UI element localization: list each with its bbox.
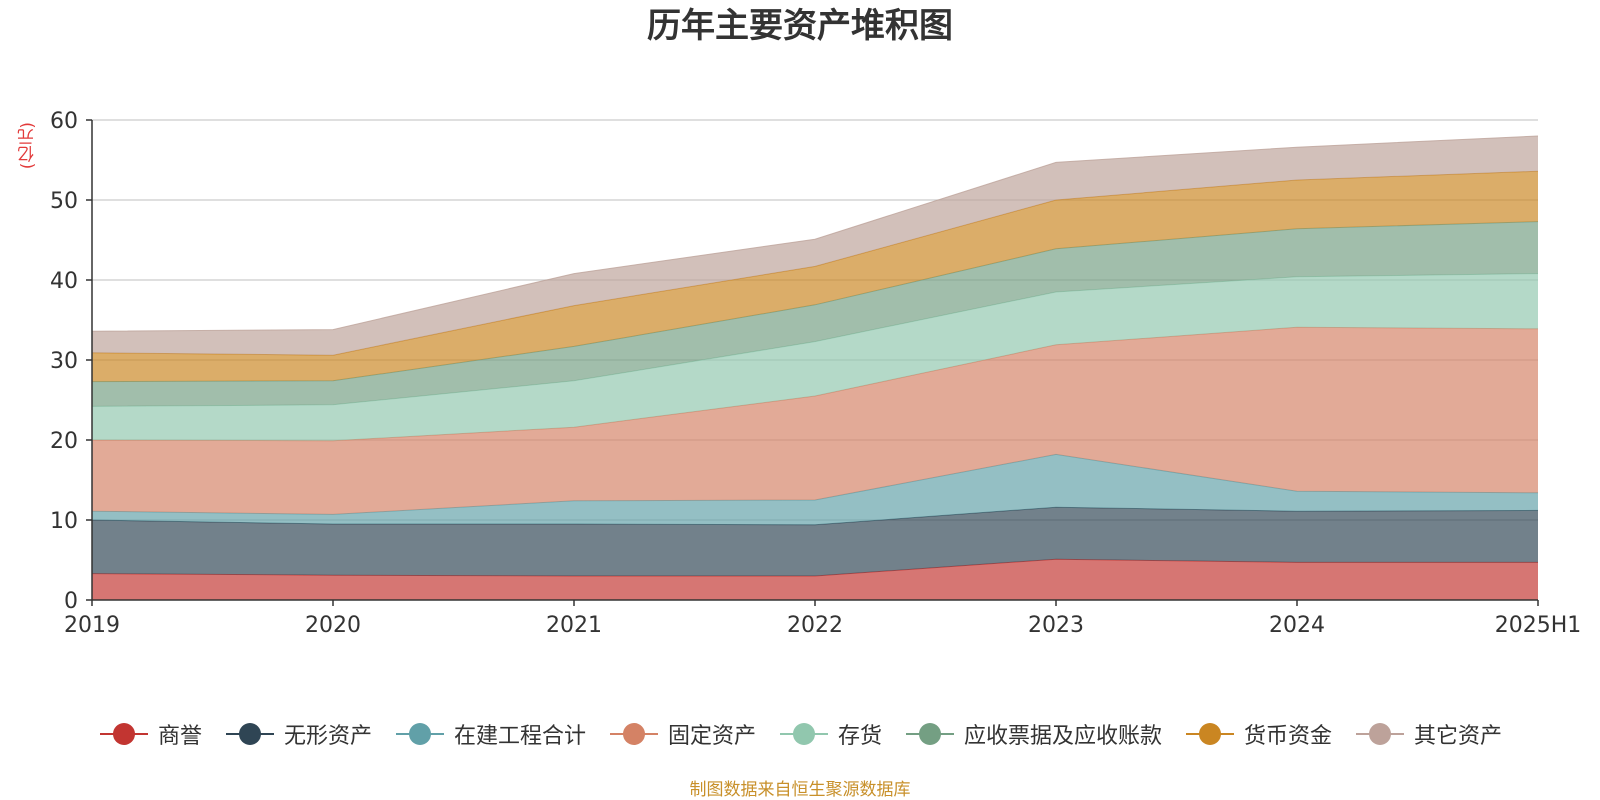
legend-item-7[interactable]: 货币资金 [1184, 718, 1332, 750]
legend-item-8[interactable]: 其它资产 [1354, 718, 1502, 750]
stacked-area-chart: 0 10 20 30 40 50 60 2019 2020 2021 2022 2023 2024 202… [50, 109, 1582, 638]
x-tick-label: 2023 [1028, 613, 1084, 638]
y-tick-label: 20 [50, 429, 78, 454]
legend-item-5[interactable]: 存货 [778, 718, 882, 750]
y-tick-label: 50 [50, 189, 78, 214]
area-series-5 [92, 273, 1538, 441]
legend-marker-icon [1356, 723, 1405, 745]
area-series-3 [92, 454, 1538, 525]
legend-label: 货币资金 [1244, 724, 1333, 749]
legend-marker-icon [395, 723, 444, 745]
legend-marker-icon [225, 723, 274, 745]
legend-label: 存货 [838, 724, 883, 749]
x-tick-label: 2022 [787, 613, 843, 638]
legend-marker-icon [780, 723, 828, 745]
x-tick-label: 2019 [64, 613, 120, 638]
y-tick-label: 60 [50, 109, 78, 134]
legend-marker-icon [99, 723, 148, 745]
x-tick-label: 2020 [305, 613, 361, 638]
legend-marker-icon [906, 723, 955, 745]
y-tick-label: 40 [50, 269, 78, 294]
legend-label: 无形资产 [283, 724, 372, 749]
legend-marker-icon [1186, 723, 1235, 745]
legend-marker-icon [609, 723, 658, 745]
x-tick-label: 2021 [546, 613, 602, 638]
legend-label: 在建工程合计 [453, 724, 586, 749]
legend-label: 应收票据及应收账款 [964, 724, 1163, 749]
area-series-4 [92, 327, 1538, 515]
legend-item-6[interactable]: 应收票据及应收账款 [904, 718, 1162, 750]
x-tick-label: 2024 [1269, 613, 1325, 638]
legend-label: 商誉 [157, 724, 202, 749]
area-series-7 [92, 171, 1538, 382]
legend-label: 其它资产 [1414, 724, 1503, 749]
y-tick-label: 0 [64, 589, 78, 614]
legend-label: 固定资产 [667, 724, 756, 749]
series-line-8 [91, 135, 1539, 332]
legend-item-1[interactable]: 商誉 [98, 718, 202, 750]
x-tick-label: 2025H1 [1495, 613, 1582, 638]
legend-item-3[interactable]: 在建工程合计 [394, 718, 586, 750]
legend: 商誉 无形资产 在建工程合计 固定资产 存货 应收票据及应收账款 货币资金 其它资产 [0, 718, 1600, 750]
y-tick-label: 10 [50, 509, 78, 534]
area-series-8 [92, 136, 1538, 356]
source-note: 制图数据来自恒生聚源数据库 [689, 780, 911, 800]
area-series-1 [92, 559, 1538, 600]
legend-item-2[interactable]: 无形资产 [224, 718, 372, 750]
chart-title: 历年主要资产堆积图 [647, 6, 953, 46]
y-tick-label: 30 [50, 349, 78, 374]
legend-item-4[interactable]: 固定资产 [608, 718, 756, 750]
area-series-6 [92, 221, 1538, 407]
